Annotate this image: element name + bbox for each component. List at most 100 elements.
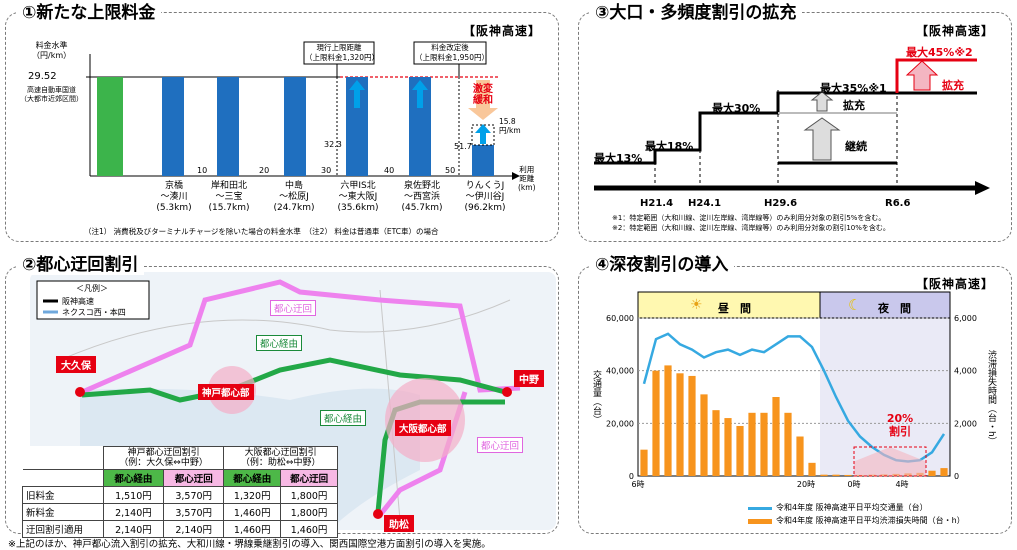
x-tick: 6時 [631, 480, 644, 489]
day-label: 昼 間 [718, 302, 751, 315]
x-axis-label: 利用 距離 (km) [518, 165, 536, 192]
place-nakano: 中野 [514, 370, 544, 387]
tick-40: 40 [384, 166, 395, 175]
step-13: 最大13% [594, 152, 643, 165]
loss-bar [808, 462, 816, 476]
bar-route-5 [409, 77, 431, 176]
tick-30: 30 [321, 166, 332, 175]
value-15-8: 15.8 円/km [499, 117, 521, 135]
label-detour-right: 都心迂回 [477, 437, 524, 453]
relief-label: 激変緩和 [473, 84, 493, 106]
tick-50: 50 [445, 166, 456, 175]
legend-bar-swatch [748, 519, 772, 524]
sun-icon: ☀ [690, 297, 703, 313]
legend-bar: 令和4年度 阪神高速平日平均渋滞損失時間（台・h） [776, 516, 965, 525]
moon-icon: ☾ [848, 296, 862, 314]
night-label: 夜 間 [878, 302, 911, 315]
bar-route-2 [217, 77, 239, 176]
panel3-tag: 【阪神高速】 [916, 24, 995, 38]
loss-bar [724, 418, 732, 476]
tick-10: 10 [197, 166, 208, 175]
panel1-note: （注1） 消費税及びターミナルチャージを除いた場合の料金水準 （注2） 料金は普… [84, 227, 439, 236]
day-band [637, 291, 821, 319]
x-tick: 4時 [895, 480, 908, 489]
loss-bar [832, 474, 840, 476]
panel4-tag: 【阪神高速】 [916, 277, 995, 291]
place-sukematsu: 助松 [384, 515, 414, 532]
callout-after: 料金改定後 （上限料金1,950円） [415, 43, 489, 62]
label-kakuju: 拡充 [843, 99, 865, 112]
legend-line: 令和4年度 阪神高速平日平均交通量（台） [776, 503, 928, 512]
loss-bar [796, 436, 804, 476]
bar-route-6 [472, 145, 494, 176]
legend-title: ＜凡例＞ [76, 284, 108, 293]
loss-bar [640, 449, 648, 476]
panel1-title: ①新たな上限料金 [16, 3, 162, 23]
loss-bar [940, 468, 948, 476]
loss-bar [712, 410, 720, 476]
table-head-osaka: 大阪都心迂回割引 （例：助松⇔中野） [223, 446, 338, 470]
panel1-ylabel: 料金水準 （円/km） [32, 41, 72, 60]
route-label-4: 六甲IS北 ～東大阪J (35.6km) [337, 181, 379, 213]
panel1-tag: 【阪神高速】 [463, 24, 542, 38]
legend-line-swatch [748, 507, 772, 510]
y-right-label: 渋滞損失時間（台・h） [986, 350, 996, 446]
tick-20: 20 [259, 166, 270, 175]
label-kakuju-red: 拡充 [942, 79, 964, 92]
panel4-title: ④深夜割引の導入 [589, 255, 735, 275]
panel2-title: ②都心迂回割引 [16, 255, 145, 275]
label-keizoku: 継続 [845, 140, 867, 153]
loss-bar [760, 412, 768, 476]
bar-route-4 [346, 77, 368, 176]
step-18: 最大18% [645, 140, 694, 153]
date-r6: R6.6 [885, 198, 911, 209]
step-30: 最大30% [712, 102, 761, 115]
panel3-note2: ※2：特定範囲（大和川線、淀川左岸線、湾岸線等）のみ利用分対象の割引10%を含む… [612, 224, 890, 232]
loss-bar [700, 394, 708, 476]
y-right-tick: 2,000 [954, 419, 977, 428]
sub-via-kobe: 都心経由 [102, 469, 165, 487]
date-h29: H29.6 [764, 198, 798, 209]
loss-bar [748, 412, 756, 476]
place-okubo: 大久保 [56, 356, 96, 373]
panel3-note1: ※1：特定範囲（大和川線、淀川左岸線、湾岸線等）のみ利用分対象の割引5%を含む。 [612, 214, 886, 222]
osaka-center-label: 大阪都心部 [395, 420, 451, 436]
footnote: ※上記のほか、神戸都心流入割引の拡充、大和川線・堺線乗継割引の導入、関西国際空港… [8, 539, 491, 550]
sub-via-osaka: 都心経由 [223, 469, 282, 487]
value-51-7: 51.7 [454, 142, 472, 151]
y-right-tick: 6,000 [954, 314, 977, 323]
label-via-top: 都心経由 [256, 335, 303, 351]
loss-bar [928, 470, 936, 476]
value-32-3: 32.3 [324, 140, 342, 149]
y-left-label: 交通量（台） [591, 370, 601, 424]
loss-bar [844, 474, 852, 476]
table-row: 迂回割引適用 2,140円 2,140円 1,460円 1,460円 [22, 520, 338, 538]
route-label-6: りんくうJ ～伊川谷J (96.2km) [464, 181, 506, 213]
loss-bar [736, 425, 744, 476]
loss-bar [772, 397, 780, 476]
legend-nexco: ネクスコ西・本四 [62, 308, 126, 317]
label-via-mid: 都心経由 [320, 410, 367, 426]
date-h24: H24.1 [688, 198, 722, 209]
fare-table: 神戸都心迂回割引 （例：大久保⇔中野） 大阪都心迂回割引 （例：助松⇔中野） 都… [22, 446, 338, 538]
discount-label: 20% 割引 [886, 412, 914, 438]
label-detour-top: 都心迂回 [270, 300, 317, 316]
y-left-tick: 60,000 [606, 314, 634, 323]
level-value: 29.52 [28, 71, 57, 82]
step-diagram [594, 58, 990, 195]
date-h21: H21.4 [640, 198, 674, 209]
panel1-bar-chart [86, 41, 520, 180]
discount-zone-border [853, 446, 927, 477]
route-label-3: 中島 ～松原J (24.7km) [273, 181, 315, 213]
step-45: 最大45%※2 [906, 46, 973, 59]
discount-zone [854, 447, 926, 476]
x-tick: 0時 [847, 480, 860, 489]
y-right-tick: 0 [954, 472, 959, 481]
y-left-tick: 40,000 [606, 367, 634, 376]
bar-route-3 [284, 77, 306, 176]
legend-hanshin: 阪神高速 [62, 297, 94, 306]
route-label-2: 岸和田北 ～三宝 (15.7km) [208, 181, 250, 213]
panel3-title: ③大口・多頻度割引の拡充 [589, 3, 803, 23]
route-label-5: 泉佐野北 ～西宮浜 (45.7km) [401, 181, 443, 213]
